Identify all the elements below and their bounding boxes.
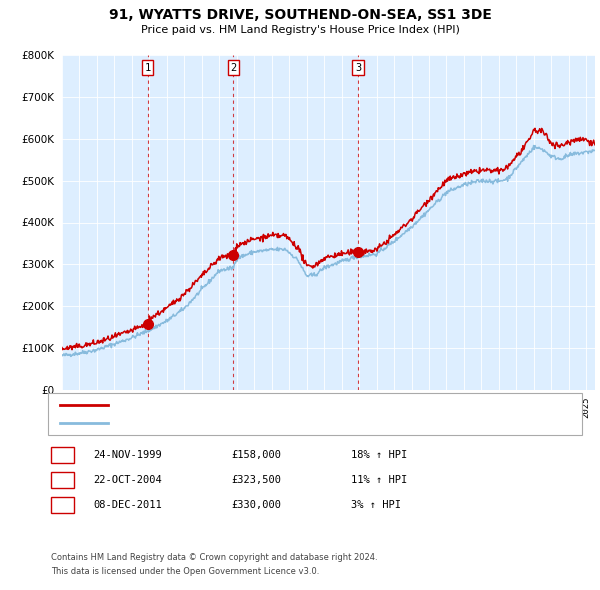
Text: 1: 1 bbox=[59, 450, 65, 460]
Text: Contains HM Land Registry data © Crown copyright and database right 2024.: Contains HM Land Registry data © Crown c… bbox=[51, 553, 377, 562]
Text: 18% ↑ HPI: 18% ↑ HPI bbox=[351, 450, 407, 460]
Text: 3: 3 bbox=[355, 63, 361, 73]
Text: This data is licensed under the Open Government Licence v3.0.: This data is licensed under the Open Gov… bbox=[51, 568, 319, 576]
Text: 91, WYATTS DRIVE, SOUTHEND-ON-SEA, SS1 3DE (detached house): 91, WYATTS DRIVE, SOUTHEND-ON-SEA, SS1 3… bbox=[117, 400, 464, 410]
Text: 3% ↑ HPI: 3% ↑ HPI bbox=[351, 500, 401, 510]
Text: HPI: Average price, detached house, Southend-on-Sea: HPI: Average price, detached house, Sout… bbox=[117, 418, 416, 428]
Text: 1: 1 bbox=[145, 63, 151, 73]
Text: 11% ↑ HPI: 11% ↑ HPI bbox=[351, 475, 407, 485]
Text: 24-NOV-1999: 24-NOV-1999 bbox=[93, 450, 162, 460]
Text: 2: 2 bbox=[230, 63, 236, 73]
Text: £158,000: £158,000 bbox=[231, 450, 281, 460]
Text: Price paid vs. HM Land Registry's House Price Index (HPI): Price paid vs. HM Land Registry's House … bbox=[140, 25, 460, 35]
Text: £323,500: £323,500 bbox=[231, 475, 281, 485]
Text: 3: 3 bbox=[59, 500, 65, 510]
Text: 91, WYATTS DRIVE, SOUTHEND-ON-SEA, SS1 3DE: 91, WYATTS DRIVE, SOUTHEND-ON-SEA, SS1 3… bbox=[109, 8, 491, 22]
Text: £330,000: £330,000 bbox=[231, 500, 281, 510]
Text: 2: 2 bbox=[59, 475, 65, 485]
Text: 22-OCT-2004: 22-OCT-2004 bbox=[93, 475, 162, 485]
Text: 08-DEC-2011: 08-DEC-2011 bbox=[93, 500, 162, 510]
